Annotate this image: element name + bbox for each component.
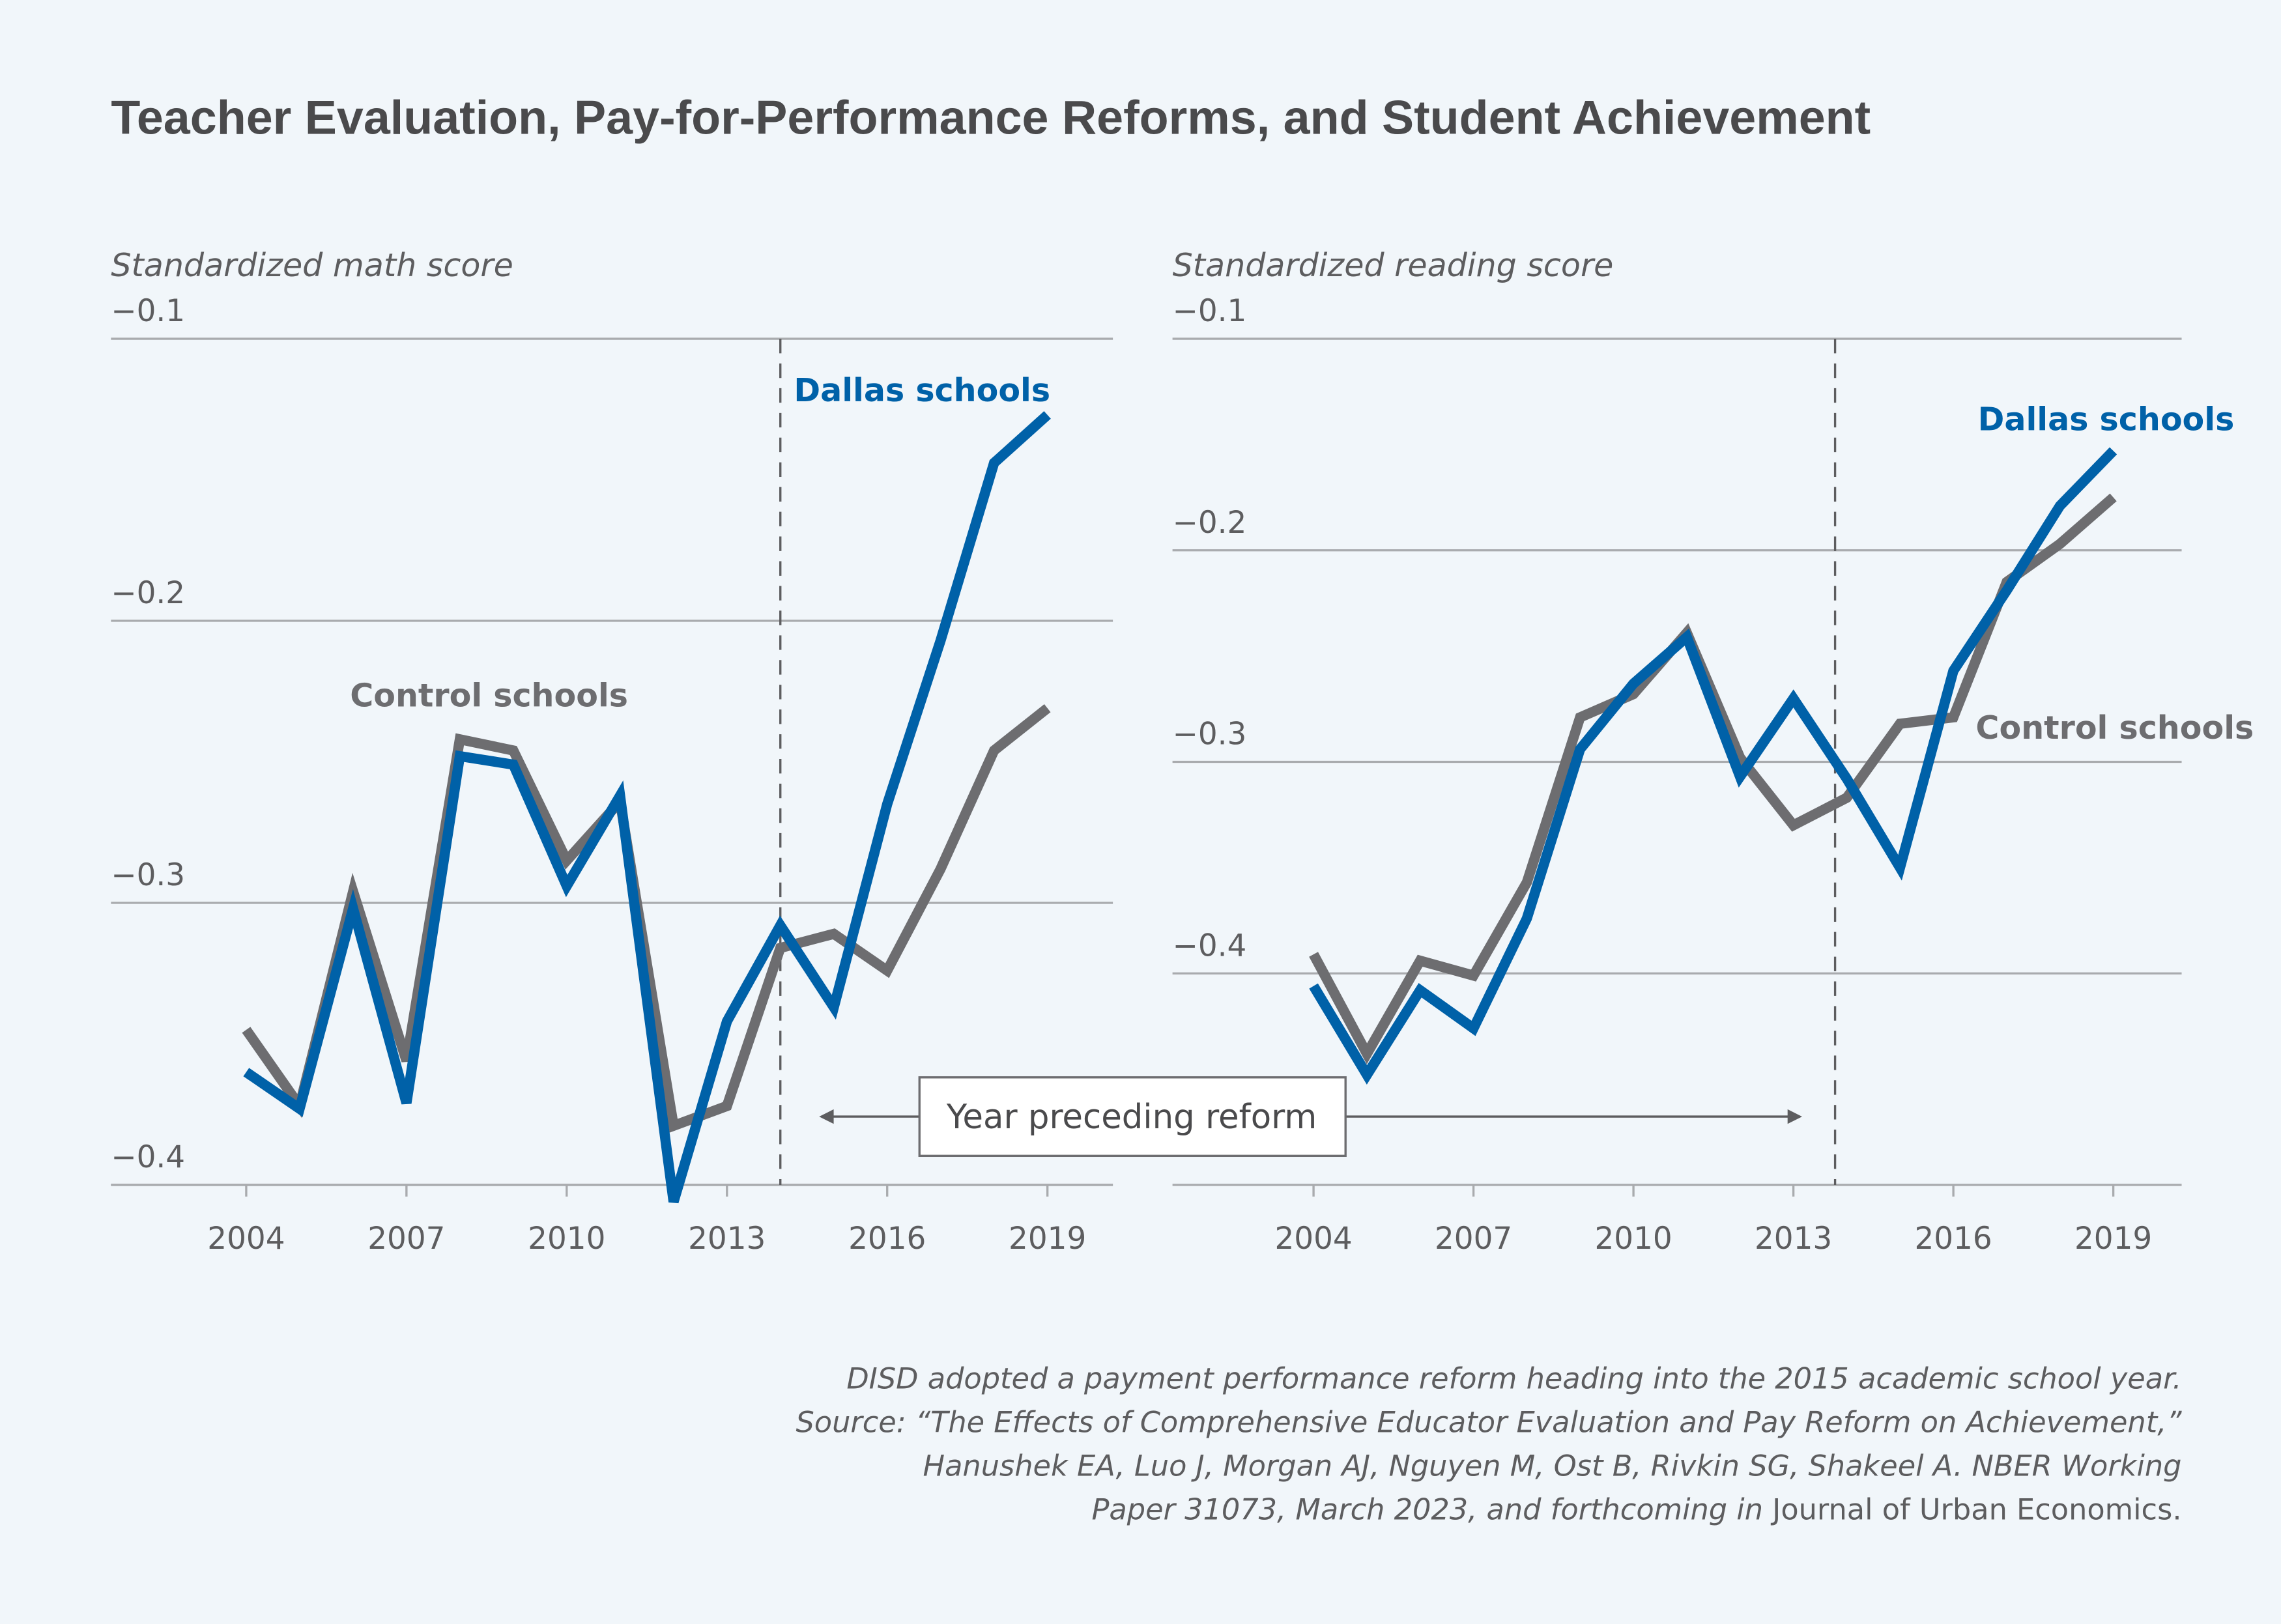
y-tick-label: −0.1	[111, 294, 185, 329]
y-tick-label: −0.4	[111, 1140, 185, 1175]
y-tick-label: −0.2	[111, 576, 185, 611]
y-tick-label: −0.3	[1173, 717, 1247, 752]
footnote-line: Paper 31073, March 2023, and forthcoming…	[1092, 1492, 2182, 1526]
x-tick-label: 2010	[528, 1221, 605, 1257]
x-tick-label: 2019	[2074, 1221, 2152, 1257]
y-tick-label: −0.3	[111, 858, 185, 893]
y-axis-label: Standardized reading score	[1173, 246, 1614, 284]
x-tick-label: 2019	[1009, 1221, 1086, 1257]
footnote-line: Source: “The Effects of Comprehensive Ed…	[796, 1405, 2182, 1439]
dallas-series-line	[243, 411, 1051, 1204]
y-tick-label: −0.2	[1173, 506, 1247, 541]
y-tick-label: −0.1	[1173, 294, 1247, 329]
footnote-text: Paper 31073, March 2023, and forthcoming…	[1092, 1492, 1773, 1526]
annotation-box	[918, 1076, 1347, 1158]
dallas-series-label: Dallas schools	[794, 371, 1050, 409]
dallas-series-line	[1309, 447, 2117, 1085]
control-series-label: Control schools	[1975, 709, 2254, 747]
x-tick-label: 2004	[1274, 1221, 1352, 1257]
x-tick-label: 2016	[1914, 1221, 1992, 1257]
x-tick-label: 2013	[1755, 1221, 1832, 1257]
y-axis-label: Standardized math score	[111, 246, 513, 284]
chart-title: Teacher Evaluation, Pay-for-Performance …	[111, 90, 1871, 144]
footnote-line: Hanushek EA, Luo J, Morgan AJ, Nguyen M,…	[923, 1449, 2182, 1483]
x-tick-label: 2007	[367, 1221, 445, 1257]
journal-name: Journal of Urban Economics.	[1770, 1492, 2181, 1526]
y-tick-label: −0.4	[1173, 928, 1247, 963]
annotation-label: Year preceding reform	[946, 1098, 1317, 1137]
control-series-label: Control schools	[350, 677, 628, 715]
footnote-line: DISD adopted a payment performance refor…	[846, 1361, 2181, 1395]
x-tick-label: 2007	[1435, 1221, 1512, 1257]
x-tick-label: 2004	[207, 1221, 285, 1257]
footnote: DISD adopted a payment performance refor…	[796, 1361, 2182, 1526]
arrowhead-left-icon	[819, 1109, 834, 1124]
dallas-series-label: Dallas schools	[1978, 401, 2235, 438]
x-tick-label: 2013	[688, 1221, 766, 1257]
reform-annotation: Year preceding reform	[819, 1076, 1803, 1158]
reading-panel: Standardized reading score −0.1 −0.2 −0.3 −…	[1172, 246, 2254, 1257]
arrowhead-right-icon	[1787, 1109, 1803, 1124]
math-panel: Standardized math score −0.1 −0.2 −0.3 −0.4…	[111, 246, 1113, 1257]
x-tick-label: 2010	[1594, 1221, 1672, 1257]
x-tick-label: 2016	[848, 1221, 926, 1257]
